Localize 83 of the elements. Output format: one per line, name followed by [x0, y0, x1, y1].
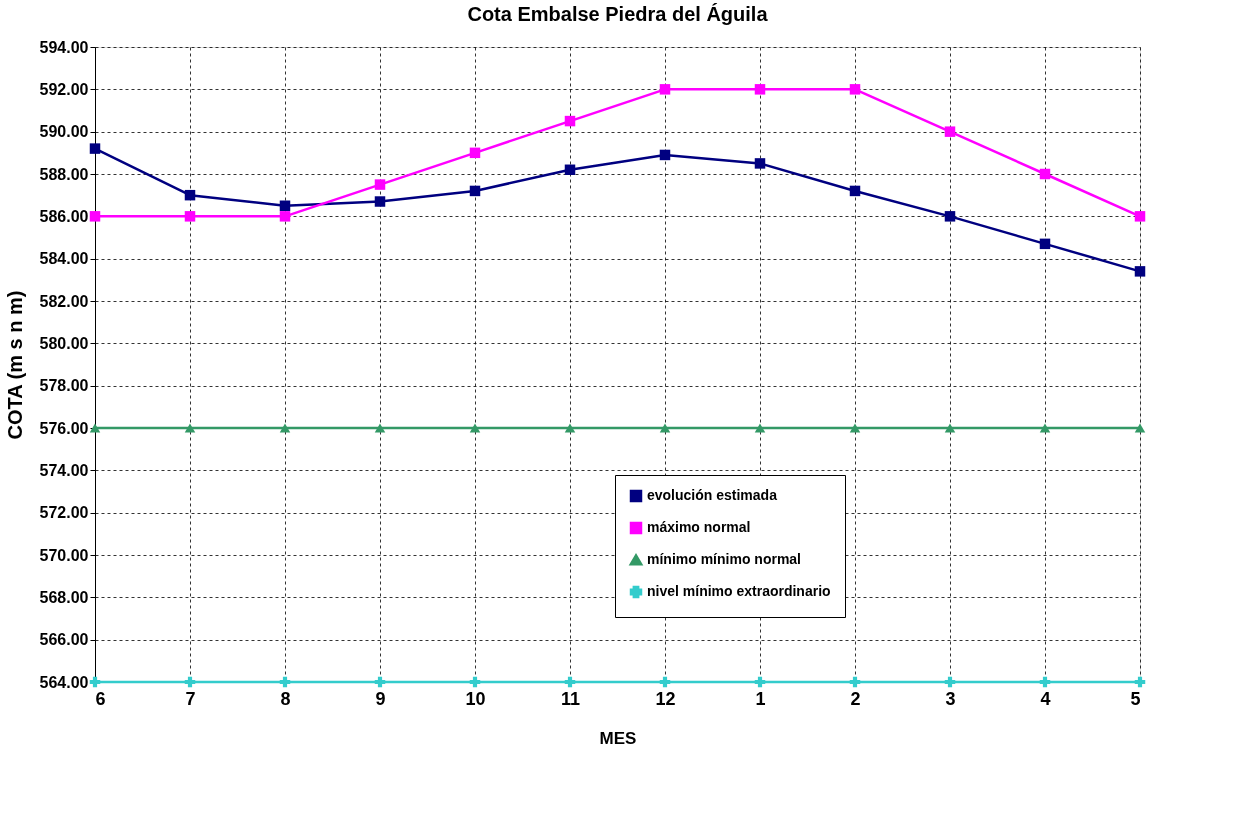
point: [564, 676, 576, 688]
x-tick-label: 8: [280, 688, 291, 709]
point: [1134, 676, 1146, 688]
point: [469, 147, 481, 159]
y-tick-label: 564.00: [39, 673, 89, 691]
y-tick-label: 592.00: [39, 80, 89, 98]
x-tick-label: 5: [1130, 688, 1141, 709]
point: [1134, 211, 1146, 222]
point: [1039, 238, 1051, 250]
point: [754, 423, 766, 433]
point: [849, 185, 861, 197]
point: [564, 164, 576, 176]
y-tick-label: 566.00: [39, 631, 89, 649]
y-tick-label: 572.00: [39, 504, 89, 522]
point: [944, 211, 956, 222]
point: [89, 423, 101, 433]
x-tick-label: 11: [560, 688, 581, 709]
legend-label: máximo normal: [647, 519, 751, 535]
point: [659, 676, 671, 688]
point: [469, 676, 481, 688]
point: [279, 423, 291, 433]
y-tick-label: 586.00: [39, 207, 89, 225]
x-tick-label: 2: [850, 688, 861, 709]
point: [279, 200, 291, 211]
x-tick-label: 1: [755, 688, 766, 709]
point: [184, 423, 196, 433]
point: [849, 676, 861, 688]
point: [849, 84, 861, 95]
point: [564, 115, 576, 127]
y-tick-label: 590.00: [39, 123, 89, 141]
point: [279, 676, 291, 688]
y-tick-label: 574.00: [39, 461, 89, 479]
point: [374, 196, 386, 207]
point: [754, 676, 766, 688]
point: [184, 189, 196, 201]
y-tick-label: 578.00: [39, 377, 89, 395]
point: [1039, 168, 1051, 180]
point: [944, 126, 956, 137]
y-tick-label: 580.00: [39, 334, 89, 352]
x-tick-label: 12: [655, 688, 676, 709]
point: [374, 676, 386, 688]
x-tick-label: 7: [185, 688, 196, 709]
point: [89, 676, 101, 688]
point: [944, 423, 956, 433]
point: [89, 143, 101, 154]
legend-label: nivel mínimo extraordinario: [647, 583, 831, 599]
point: [1039, 423, 1051, 433]
point: [849, 423, 861, 433]
y-tick-label: 576.00: [39, 419, 89, 437]
y-tick-label: 588.00: [39, 165, 89, 183]
point: [754, 158, 766, 169]
point: [184, 676, 196, 688]
point: [944, 676, 956, 688]
legend-label: mínimo mínimo normal: [647, 551, 802, 567]
point: [184, 211, 196, 222]
y-tick-label: 584.00: [39, 250, 89, 268]
chart-title: Cota Embalse Piedra del Águila: [467, 3, 769, 25]
point: [89, 211, 101, 222]
point: [469, 423, 481, 433]
y-tick-label: 570.00: [39, 546, 89, 564]
y-tick-label: 594.00: [39, 38, 89, 56]
x-tick-label: 3: [945, 688, 956, 709]
x-tick-label: 9: [375, 688, 386, 709]
point: [659, 84, 671, 95]
point: [374, 179, 386, 190]
x-tick-label: 6: [95, 688, 106, 709]
y-axis-title: COTA (m s n m): [3, 290, 26, 440]
legend-label: evolución estimada: [647, 487, 778, 503]
point: [659, 423, 671, 433]
point: [1134, 266, 1146, 277]
y-tick-label: 568.00: [39, 588, 89, 606]
point: [1134, 423, 1146, 433]
point: [469, 185, 481, 197]
point: [659, 149, 671, 161]
x-tick-label: 10: [465, 688, 486, 709]
point: [374, 423, 386, 433]
x-axis-title: MES: [599, 728, 637, 748]
point: [1039, 676, 1051, 688]
x-tick-label: 4: [1040, 688, 1051, 709]
point: [564, 423, 576, 433]
point: [754, 84, 766, 95]
y-tick-label: 582.00: [39, 292, 89, 310]
point: [279, 211, 291, 222]
